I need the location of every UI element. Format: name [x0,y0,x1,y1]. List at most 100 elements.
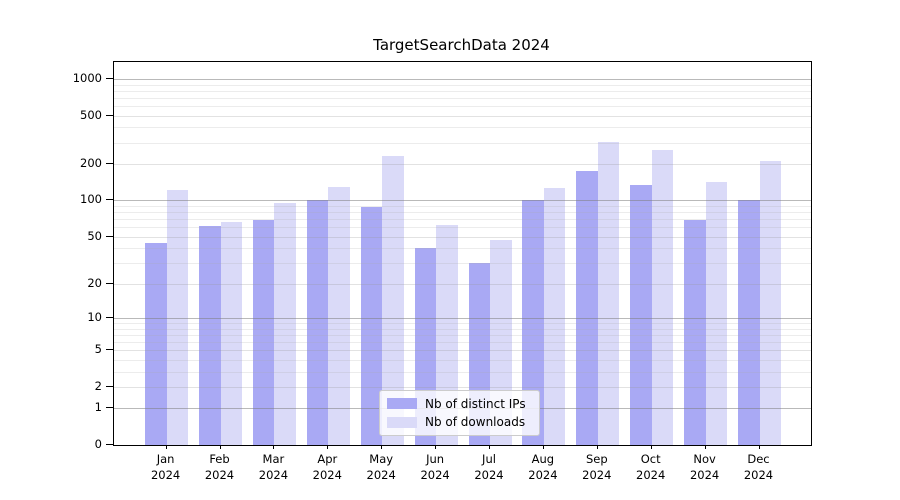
month-label: Jul [482,452,496,466]
bar-downloads-jan [166,189,189,445]
legend-swatch-distinct-ips [387,398,417,410]
y-tick [106,407,113,409]
plot-area: Nb of distinct IPs Nb of downloads [113,61,812,446]
year-label: 2024 [420,468,450,482]
legend-row-distinct-ips: Nb of distinct IPs [387,397,532,411]
year-label: 2024 [743,468,774,482]
minor-gridline [114,105,811,107]
month-label: Jun [426,452,445,466]
y-tick-label: 500 [80,107,102,122]
y-tick [106,316,113,318]
month-label: Oct [640,452,661,466]
bar-downloads-apr [328,186,350,445]
legend-row-downloads: Nb of downloads [387,415,532,429]
y-tick [106,444,113,445]
bar-downloads-sep [597,141,620,445]
x-tick-label: Sep 2024 [567,451,627,483]
y-tick [106,199,113,201]
year-label: 2024 [204,468,235,482]
y-tick-label: 1 [94,400,102,415]
month-label: May [369,452,394,466]
y-tick [106,163,113,164]
x-tick-label: May 2024 [351,451,411,483]
x-tick-label: Jun 2024 [405,451,465,483]
year-label: 2024 [689,468,720,482]
x-tick-label: Jan 2024 [136,451,196,483]
bar-distinct-ips-jan [145,243,167,445]
minor-gridline [114,127,811,129]
y-tick-label: 100 [80,192,102,207]
major-gridline [114,78,811,80]
y-tick [106,282,113,284]
y-tick [106,77,113,79]
x-tick [165,445,167,449]
bar-distinct-ips-mar [252,219,275,445]
x-tick-label: Mar 2024 [243,451,303,483]
bar-downloads-nov [705,182,728,445]
year-label: 2024 [582,468,612,482]
bar-distinct-ips-aug [522,200,544,445]
minor-gridline [114,97,811,99]
minor-gridline [114,84,811,86]
x-tick-label: Feb 2024 [190,451,250,483]
bar-distinct-ips-apr [306,200,329,445]
year-label: 2024 [636,468,666,482]
minor-gridline [114,142,811,144]
x-tick [219,445,221,449]
x-tick-label: Jul 2024 [459,451,519,483]
x-tick [327,445,329,449]
year-label: 2024 [312,468,342,482]
bar-downloads-may [382,156,404,445]
y-tick-label: 20 [87,275,102,290]
year-label: 2024 [366,468,396,482]
year-label: 2024 [258,468,289,482]
year-label: 2024 [150,468,181,482]
x-tick [542,445,544,449]
month-label: Sep [585,452,608,466]
x-tick-label: Oct 2024 [621,451,681,483]
bar-downloads-aug [543,187,566,445]
x-tick [435,445,437,449]
x-tick [381,445,383,449]
month-label: Feb [209,452,230,466]
y-tick-label: 10 [87,309,102,324]
legend-label-downloads: Nb of downloads [425,415,526,430]
bar-distinct-ips-oct [630,185,652,445]
minor-gridline [114,90,811,92]
month-label: Dec [747,452,770,466]
x-tick [489,445,490,449]
bar-distinct-ips-feb [199,226,221,445]
y-tick-label: 200 [80,156,102,170]
y-tick [106,235,113,237]
y-tick-label: 0 [94,437,102,451]
x-tick [704,445,706,449]
chart-title: TargetSearchData 2024 [373,36,550,54]
bar-downloads-feb [220,222,242,445]
bar-downloads-dec [759,160,781,445]
y-tick-label: 1000 [72,70,102,85]
y-tick [106,114,113,116]
x-tick-label: Nov 2024 [675,451,735,483]
legend-swatch-downloads [387,416,417,428]
bar-distinct-ips-sep [576,171,598,445]
month-label: Aug [531,452,555,466]
mid-gridline [114,115,811,117]
x-tick [758,445,760,449]
x-tick-label: Aug 2024 [513,451,573,483]
chart-legend: Nb of distinct IPs Nb of downloads [379,390,540,436]
y-tick-label: 5 [94,342,102,357]
month-label: Jan [156,452,175,466]
y-tick-label: 2 [94,378,102,393]
bar-downloads-oct [651,149,674,445]
x-tick [596,445,598,449]
bar-distinct-ips-nov [684,219,706,445]
mid-gridline [114,164,811,165]
month-label: Mar [262,452,285,466]
bar-distinct-ips-may [360,207,383,445]
x-tick [650,445,652,449]
month-label: Nov [693,452,716,466]
year-label: 2024 [474,468,504,482]
bar-distinct-ips-dec [738,200,760,445]
x-tick-label: Dec 2024 [729,451,789,483]
